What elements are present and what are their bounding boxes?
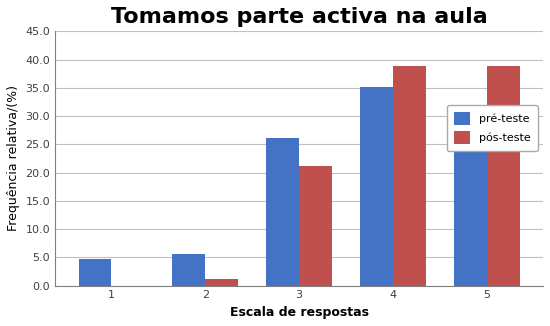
Y-axis label: Frequência relativa/(%): Frequência relativa/(%) [7, 85, 20, 231]
Bar [299, 166, 332, 286]
Bar [454, 125, 487, 286]
X-axis label: Escala de respostas: Escala de respostas [229, 306, 368, 319]
Bar [205, 279, 238, 286]
Bar [172, 254, 205, 286]
Bar [487, 66, 520, 286]
Bar [360, 87, 393, 286]
Bar [79, 259, 112, 286]
Legend: pré-teste, pós-teste: pré-teste, pós-teste [447, 105, 537, 151]
Title: Tomamos parte activa na aula: Tomamos parte activa na aula [111, 7, 487, 27]
Bar [393, 66, 426, 286]
Bar [266, 138, 299, 286]
